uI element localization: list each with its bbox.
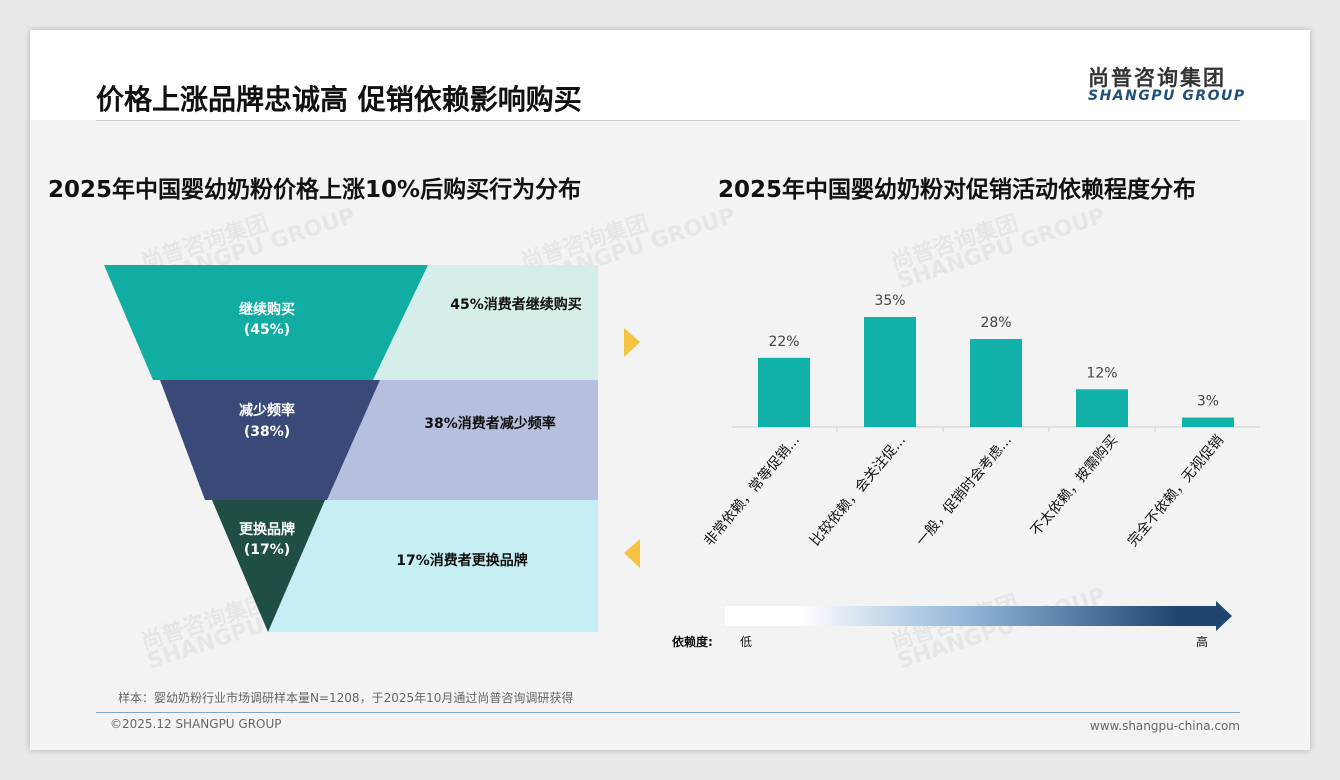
bar — [758, 357, 810, 427]
stage-1-pct: (45%) — [244, 322, 290, 338]
category-label: 比较依赖，会关注促... — [807, 432, 909, 549]
bar — [970, 339, 1022, 427]
data-label: 3% — [1197, 394, 1219, 410]
stage-3-desc: 17%消费者更换品牌 — [396, 552, 528, 569]
stage-2-desc: 38%消费者减少频率 — [424, 415, 556, 432]
category-label: 完全不依赖，无视促销 — [1124, 432, 1227, 550]
funnel-stage-1 — [104, 265, 428, 380]
category-label: 非常依赖，常等促销... — [700, 432, 803, 550]
data-label: 28% — [980, 315, 1011, 331]
logo-cn: 尚普咨询集团 — [1088, 66, 1226, 90]
logo-en: SHANGPU GROUP — [1088, 88, 1246, 104]
sample-note: 样本：婴幼奶粉行业市场调研样本量N=1208，于2025年10月通过尚普咨询调研… — [118, 691, 574, 705]
funnel-title: 2025年中国婴幼奶粉价格上涨10%后购买行为分布 — [48, 177, 582, 203]
page-title: 价格上涨品牌忠诚高 促销依赖影响购买 — [96, 83, 582, 116]
copyright: ©2025.12 SHANGPU GROUP — [110, 717, 282, 731]
stage-3-pct: (17%) — [244, 542, 290, 558]
category-label: 一般，促销时会考虑... — [913, 432, 1015, 549]
band-2 — [327, 380, 598, 500]
stage-3-name: 更换品牌 — [239, 521, 295, 538]
stage-2-pct: (38%) — [244, 424, 290, 440]
scale-arrow-icon — [1216, 601, 1232, 631]
data-label: 22% — [768, 334, 799, 350]
header — [30, 30, 1310, 120]
data-label: 35% — [874, 293, 905, 309]
stage-1-name: 继续购买 — [239, 301, 295, 318]
bar — [1182, 417, 1234, 427]
funnel-stage-3 — [212, 500, 325, 632]
website: www.shangpu-china.com — [1089, 719, 1240, 733]
footer-divider — [96, 712, 1240, 713]
stage-1-desc: 45%消费者继续购买 — [450, 296, 582, 313]
bar — [1076, 389, 1128, 427]
bar — [864, 317, 916, 427]
band-1 — [373, 265, 598, 380]
scale-low: 低 — [740, 635, 752, 649]
scale-high: 高 — [1196, 634, 1208, 649]
category-label: 不太依赖，按需购买 — [1028, 432, 1121, 539]
scale-bar — [725, 606, 1217, 626]
scale-label: 依赖度: — [672, 634, 713, 649]
funnel-stage-2 — [160, 380, 380, 500]
band-3 — [268, 500, 598, 632]
stage-2-name: 减少频率 — [239, 402, 295, 419]
divider — [96, 120, 1240, 121]
arrow-left-icon — [624, 539, 640, 568]
chart-title: 2025年中国婴幼奶粉对促销活动依赖程度分布 — [718, 177, 1197, 203]
data-label: 12% — [1086, 365, 1117, 381]
arrow-right-icon — [624, 328, 640, 357]
